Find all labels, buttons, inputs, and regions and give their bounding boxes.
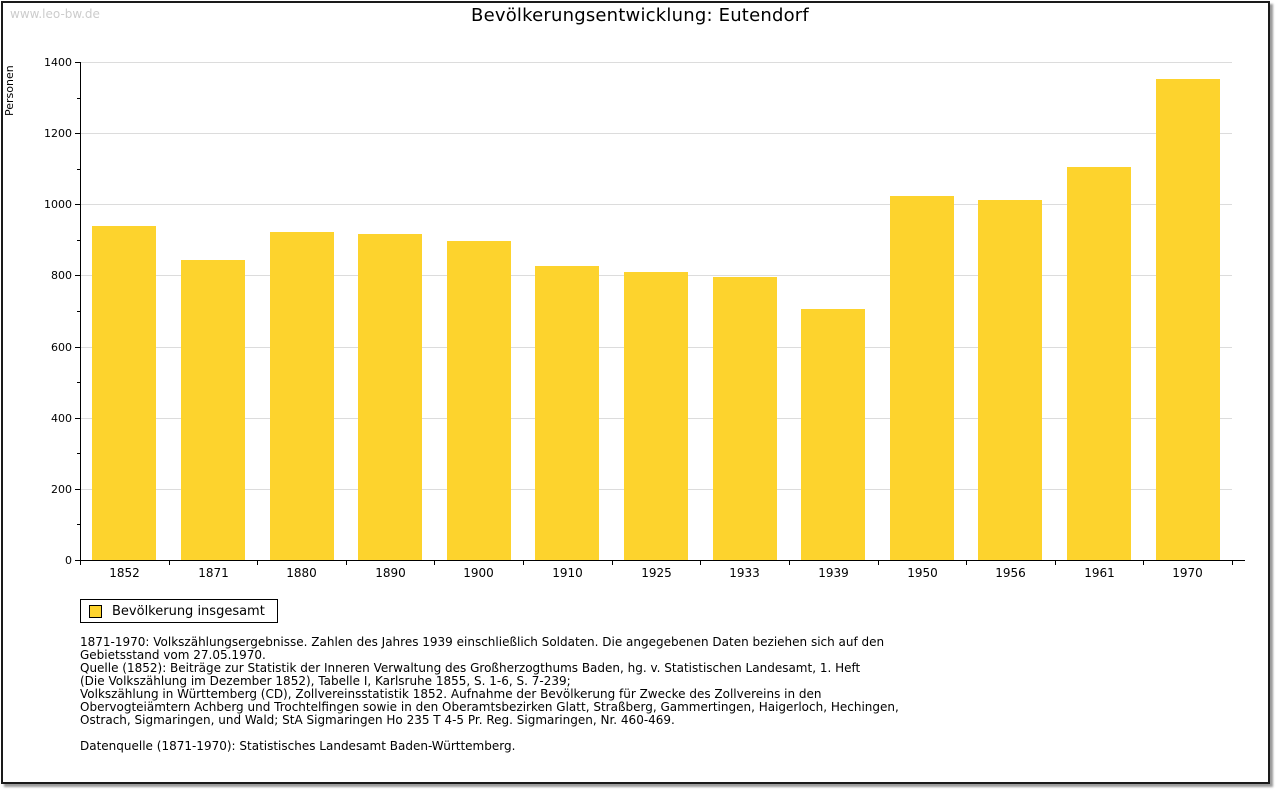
source-note-line: Obervogteiämtern Achberg und Trochtelfin… <box>80 700 899 714</box>
x-boundary-tick <box>434 561 435 565</box>
y-tick-label: 800 <box>51 269 72 282</box>
y-tick-label: 200 <box>51 483 72 496</box>
source-notes: 1871-1970: Volkszählungsergebnisse. Zahl… <box>80 636 1200 753</box>
bar-1970 <box>1156 79 1220 560</box>
legend-label: Bevölkerung insgesamt <box>112 603 265 619</box>
y-major-tick <box>75 560 80 561</box>
y-tick-label: 1400 <box>44 56 72 69</box>
x-boundary-tick <box>346 561 347 565</box>
y-minor-tick <box>77 453 80 454</box>
source-note-line: Quelle (1852): Beiträge zur Statistik de… <box>80 661 861 675</box>
x-tick-label: 1956 <box>995 566 1026 580</box>
bar-1880 <box>270 232 334 560</box>
y-minor-tick <box>77 524 80 525</box>
bar-1900 <box>447 241 511 560</box>
x-boundary-tick <box>966 561 967 565</box>
y-major-tick <box>75 62 80 63</box>
bar-1925 <box>624 272 688 560</box>
y-minor-tick <box>77 382 80 383</box>
legend-swatch <box>89 604 102 618</box>
x-tick-label: 1852 <box>109 566 140 580</box>
x-tick-label: 1890 <box>375 566 406 580</box>
y-tick-label: 1200 <box>44 127 72 140</box>
x-boundary-tick <box>789 561 790 565</box>
x-tick-label: 1910 <box>552 566 583 580</box>
x-boundary-tick <box>1143 561 1144 565</box>
y-minor-tick <box>77 311 80 312</box>
y-major-tick <box>75 133 80 134</box>
source-note-line: 1871-1970: Volkszählungsergebnisse. Zahl… <box>80 635 885 649</box>
gridline-y1200 <box>80 133 1232 134</box>
bar-1910 <box>535 266 599 560</box>
x-boundary-tick <box>612 561 613 565</box>
gridline-y1000 <box>80 204 1232 205</box>
y-tick-label: 600 <box>51 341 72 354</box>
y-major-tick <box>75 204 80 205</box>
y-tick-label: 1000 <box>44 198 72 211</box>
gridline-y1400 <box>80 62 1232 63</box>
x-tick-label: 1939 <box>818 566 849 580</box>
y-major-tick <box>75 418 80 419</box>
y-tick-label: 400 <box>51 412 72 425</box>
x-tick-label: 1871 <box>198 566 229 580</box>
chart-title: Bevölkerungsentwicklung: Eutendorf <box>471 5 809 26</box>
bar-1890 <box>358 234 422 560</box>
x-boundary-tick <box>700 561 701 565</box>
y-major-tick <box>75 489 80 490</box>
y-major-tick <box>75 275 80 276</box>
y-minor-tick <box>77 98 80 99</box>
y-tick-label: 0 <box>65 554 72 567</box>
y-axis-line <box>80 62 81 561</box>
x-axis-line <box>80 560 1245 561</box>
x-boundary-tick <box>1232 561 1233 565</box>
x-boundary-tick <box>169 561 170 565</box>
x-tick-label: 1961 <box>1084 566 1115 580</box>
x-boundary-tick <box>878 561 879 565</box>
note-lines: 1871-1970: Volkszählungsergebnisse. Zahl… <box>80 636 1200 727</box>
x-tick-label: 1900 <box>463 566 494 580</box>
watermark: www.leo-bw.de <box>10 7 100 21</box>
bar-1933 <box>713 277 777 560</box>
bar-1950 <box>890 196 954 560</box>
source-note-line: (Die Volkszählung im Dezember 1852), Tab… <box>80 674 571 688</box>
source-note-line: Ostrach, Sigmaringen, und Wald; StA Sigm… <box>80 713 675 727</box>
legend: Bevölkerung insgesamt <box>80 599 278 623</box>
bar-1871 <box>181 260 245 560</box>
x-boundary-tick <box>80 561 81 565</box>
datasource-line: Datenquelle (1871-1970): Statistisches L… <box>80 739 516 753</box>
x-tick-label: 1933 <box>729 566 760 580</box>
bar-1956 <box>978 200 1042 560</box>
bar-1852 <box>92 226 156 560</box>
x-boundary-tick <box>1055 561 1056 565</box>
y-major-tick <box>75 347 80 348</box>
y-minor-tick <box>77 240 80 241</box>
x-boundary-tick <box>523 561 524 565</box>
source-note-line: Gebietsstand vom 27.05.1970. <box>80 648 266 662</box>
x-tick-label: 1970 <box>1172 566 1203 580</box>
x-tick-label: 1950 <box>907 566 938 580</box>
x-tick-label: 1880 <box>286 566 317 580</box>
bar-1961 <box>1067 167 1131 560</box>
source-note-line: Volkszählung in Württemberg (CD), Zollve… <box>80 687 822 701</box>
bar-1939 <box>801 309 865 560</box>
x-tick-label: 1925 <box>641 566 672 580</box>
y-minor-tick <box>77 169 80 170</box>
x-boundary-tick <box>257 561 258 565</box>
